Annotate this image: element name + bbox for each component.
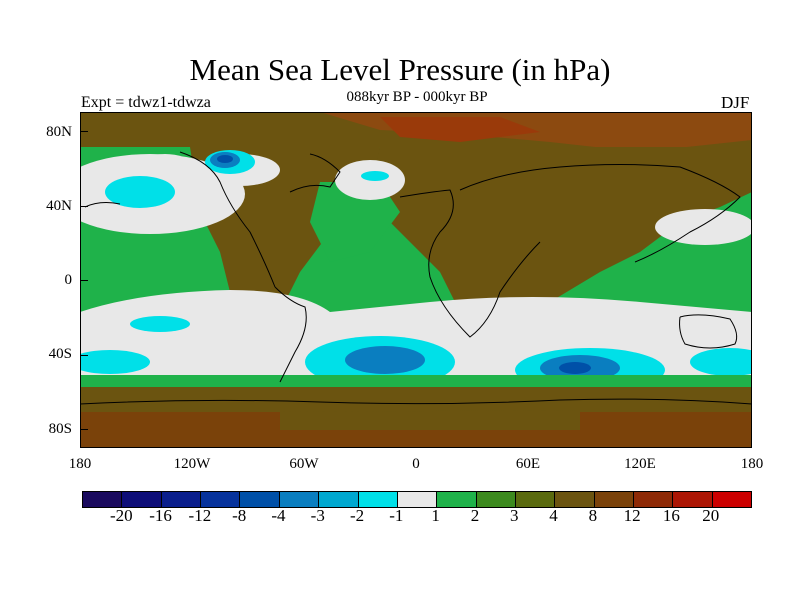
x-label-60e: 60E: [515, 456, 541, 472]
colorbar-label: 20: [702, 506, 720, 525]
x-label-180w: 180: [68, 456, 92, 472]
colorbar-swatch: [555, 492, 595, 507]
colorbar-swatch: [201, 492, 241, 507]
colorbar-label: -4: [271, 506, 286, 525]
y-label-0: 0: [64, 272, 73, 288]
colorbar-swatch: [594, 492, 635, 507]
y-tick: [80, 131, 88, 132]
y-tick: [80, 429, 88, 430]
colorbar-swatch: [476, 492, 516, 507]
colorbar-label: -12: [188, 506, 212, 525]
season-label: DJF: [721, 93, 750, 112]
chart-title: Mean Sea Level Pressure (in hPa): [189, 52, 611, 87]
y-tick: [80, 355, 88, 356]
x-label-180e: 180: [740, 456, 764, 472]
y-label-80s: 80S: [48, 421, 72, 437]
colorbar-swatch: [515, 492, 556, 507]
colorbar-label: 8: [588, 506, 598, 525]
colorbar-swatch: [712, 492, 752, 507]
experiment-label: Expt = tdwz1-tdwza: [81, 94, 211, 111]
colorbar-swatch: [122, 492, 162, 507]
colorbar-swatch: [634, 492, 674, 507]
colorbar-swatch: [358, 492, 398, 507]
y-label-80n: 80N: [46, 124, 72, 140]
colorbar-label: 2: [470, 506, 480, 525]
colorbar-label: -1: [389, 506, 404, 525]
y-label-40n: 40N: [46, 198, 72, 214]
colorbar-label: -20: [109, 506, 133, 525]
colorbar-swatch: [437, 492, 477, 507]
colorbar-swatch: [161, 492, 202, 507]
colorbar-label: 12: [623, 506, 641, 525]
colorbar-swatch: [397, 492, 438, 507]
map-plot-area: [80, 112, 752, 448]
y-tick: [80, 280, 88, 281]
pressure-map: [80, 112, 752, 448]
colorbar-label: -2: [349, 506, 365, 525]
x-label-120w: 120W: [173, 456, 211, 472]
colorbar-label: -8: [232, 506, 247, 525]
colorbar-label: -16: [149, 506, 172, 525]
x-label-120e: 120E: [624, 456, 656, 472]
colorbar-label: 4: [549, 506, 558, 525]
y-tick: [80, 206, 88, 207]
colorbar-label: 16: [662, 506, 680, 525]
colorbar-swatch: [673, 492, 713, 507]
colorbar-label: 1: [431, 506, 440, 525]
colorbar: [82, 491, 752, 508]
x-label-60w: 60W: [289, 456, 319, 472]
x-label-0: 0: [412, 456, 420, 472]
y-label-40s: 40S: [48, 346, 72, 362]
colorbar-swatch: [240, 492, 280, 507]
colorbar-swatch: [279, 492, 320, 507]
colorbar-swatch: [319, 492, 359, 507]
colorbar-label: 3: [509, 506, 519, 525]
subtitle: 088kyr BP - 000kyr BP: [346, 89, 488, 105]
colorbar-swatch: [83, 492, 123, 507]
colorbar-label: -3: [310, 506, 325, 525]
